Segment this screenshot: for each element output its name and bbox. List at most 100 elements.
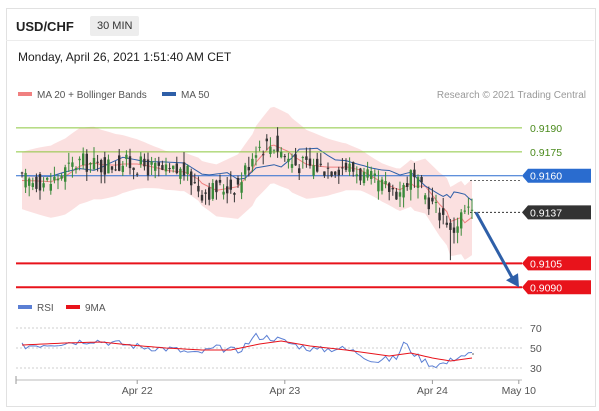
- candle-body: [456, 226, 459, 233]
- candle-body: [258, 146, 261, 148]
- rsi-tick-30: 30: [530, 363, 542, 375]
- candle-body: [283, 156, 286, 158]
- candle-body: [222, 191, 225, 195]
- candle-body: [272, 149, 276, 151]
- candle-body: [269, 146, 272, 155]
- candle-body: [470, 209, 474, 211]
- candle-body: [233, 193, 236, 195]
- candle-body: [197, 185, 200, 192]
- candle-body: [226, 186, 229, 194]
- candle-body: [460, 212, 463, 229]
- chart-card: [6, 8, 596, 407]
- candle-body: [337, 169, 340, 176]
- candle-body: [402, 184, 405, 198]
- rsi-tick-70: 70: [530, 323, 542, 335]
- bollinger-band: [22, 106, 472, 260]
- candle-body: [406, 183, 409, 187]
- credit-label: Research © 2021 Trading Central: [437, 90, 586, 101]
- candle-body: [398, 192, 402, 197]
- level-label-0.9190: 0.9190: [530, 123, 562, 135]
- candle-body: [290, 164, 294, 168]
- rsi-ma-legend-label: 9MA: [85, 303, 106, 314]
- candle-body: [352, 162, 355, 172]
- chart-timestamp: Monday, April 26, 2021 1:51:40 AM CET: [18, 50, 232, 64]
- candle-body: [164, 164, 168, 172]
- timeframe-badge[interactable]: 30 MIN: [90, 16, 140, 36]
- candle-body: [236, 177, 240, 185]
- candle-body: [323, 171, 326, 176]
- level-tag-0.9105: [522, 256, 591, 271]
- candle-body: [157, 162, 160, 166]
- rsi-legend-label: RSI: [37, 303, 54, 314]
- candle-body: [118, 155, 121, 171]
- candle-body: [359, 168, 362, 181]
- candle-body: [125, 154, 128, 160]
- rsi-tick-50: 50: [530, 343, 542, 355]
- level-label-0.9137: 0.9137: [530, 207, 562, 219]
- candle-body: [92, 157, 96, 170]
- candle-body: [305, 156, 308, 160]
- candle-body: [85, 153, 88, 172]
- ma20-legend-label: MA 20 + Bollinger Bands: [37, 90, 147, 101]
- candle-body: [348, 163, 351, 172]
- candle-body: [146, 159, 150, 176]
- candle-body: [150, 161, 153, 165]
- candle-body: [362, 171, 366, 184]
- level-label-0.9105: 0.9105: [530, 258, 562, 270]
- candle-body: [132, 167, 135, 170]
- candle-body: [377, 180, 380, 192]
- candle-body: [89, 163, 92, 165]
- level-tag-0.9090: [522, 280, 591, 295]
- candle-body: [427, 197, 430, 210]
- ma50-legend-swatch: [162, 92, 176, 96]
- candle-body: [413, 169, 416, 178]
- candle-body: [438, 212, 441, 221]
- level-tag-0.9160: [522, 168, 591, 183]
- candle-body: [442, 208, 445, 215]
- candle-body: [128, 156, 132, 169]
- candle-body: [344, 162, 348, 170]
- forecast-arrowhead: [506, 273, 519, 288]
- candle-body: [251, 158, 254, 167]
- candle-body: [114, 169, 117, 171]
- candle-body: [452, 227, 456, 233]
- candle-body: [136, 173, 139, 175]
- candle-body: [53, 176, 56, 181]
- candle-body: [110, 166, 114, 170]
- ma20-legend-swatch: [18, 92, 32, 96]
- candle-body: [28, 178, 31, 186]
- x-tick-apr-24: Apr 24: [417, 385, 448, 397]
- candle-body: [366, 169, 369, 178]
- candle-body: [244, 165, 247, 175]
- candle-body: [31, 183, 34, 187]
- candle-body: [182, 162, 186, 176]
- x-tick-may-10: May 10: [502, 385, 537, 397]
- candle-body: [38, 174, 42, 191]
- candle-body: [388, 183, 391, 192]
- candle-body: [186, 165, 189, 175]
- candle-body: [49, 184, 52, 191]
- candle-body: [240, 182, 243, 193]
- candle-body: [431, 197, 434, 202]
- candle-body: [64, 167, 67, 182]
- candle-body: [24, 172, 27, 188]
- candle-body: [168, 168, 171, 170]
- candle-body: [42, 183, 45, 188]
- candle-body: [370, 171, 373, 179]
- candle-body: [391, 188, 394, 190]
- candle-body: [96, 161, 99, 163]
- candle-body: [172, 165, 175, 169]
- rsi-legend-swatch: [18, 305, 32, 309]
- candle-body: [78, 158, 81, 161]
- candle-body: [265, 138, 268, 142]
- candle-body: [179, 168, 182, 179]
- candle-body: [294, 154, 297, 166]
- rsi-ma-legend-swatch: [66, 305, 80, 309]
- candle-body: [330, 171, 333, 177]
- candle-body: [46, 177, 49, 180]
- rsi-ma-line: [21, 340, 473, 362]
- candle-body: [341, 167, 344, 169]
- candle-body: [445, 222, 448, 225]
- candle-body: [193, 182, 196, 184]
- candle-body: [175, 163, 178, 174]
